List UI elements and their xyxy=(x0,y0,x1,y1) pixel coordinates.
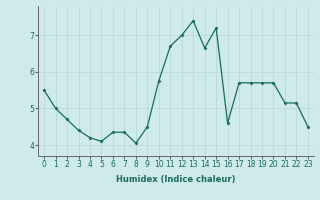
X-axis label: Humidex (Indice chaleur): Humidex (Indice chaleur) xyxy=(116,175,236,184)
